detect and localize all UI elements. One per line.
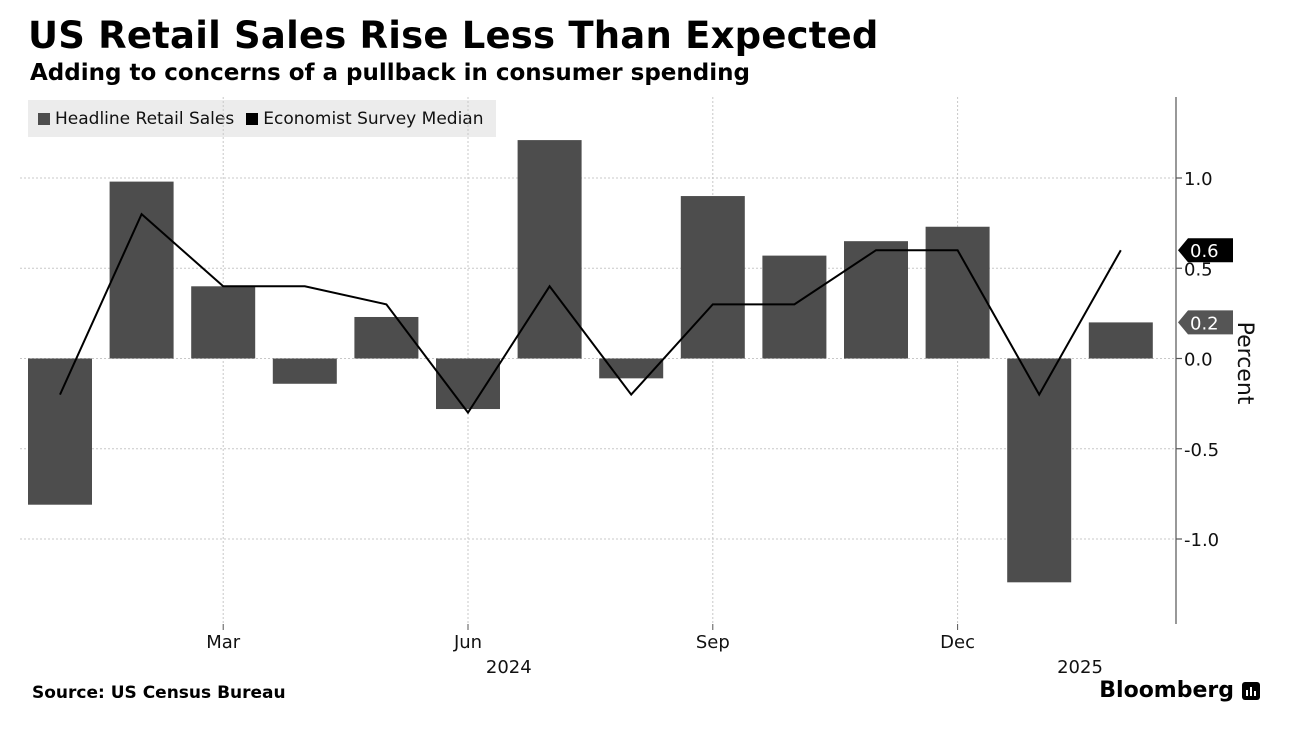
chart-title: US Retail Sales Rise Less Than Expected	[28, 14, 879, 57]
bar-headline-retail-sales	[1007, 358, 1072, 583]
chart-subtitle: Adding to concerns of a pullback in cons…	[30, 60, 750, 86]
legend-swatch-line	[246, 112, 259, 125]
x-year-label: 2025	[1057, 657, 1103, 678]
y-tick-label: 1.0	[1184, 169, 1213, 190]
x-tick-label: Mar	[206, 632, 241, 653]
y-tick-label: -0.5	[1184, 440, 1219, 461]
line-economist-survey-median	[59, 212, 1122, 415]
brand-name: Bloomberg	[1099, 678, 1234, 703]
legend-label: Economist Survey Median	[263, 108, 484, 129]
bloomberg-terminal-icon	[1242, 681, 1260, 700]
source-note: Source: US Census Bureau	[32, 683, 286, 703]
end-label-box	[1178, 310, 1233, 335]
y-tick-label: 0.5	[1184, 259, 1213, 280]
end-label-box	[1178, 238, 1233, 263]
bar-headline-retail-sales	[272, 358, 337, 384]
x-year-label: 2024	[486, 657, 532, 678]
bar-headline-retail-sales	[191, 286, 256, 359]
x-tick-label: Jun	[453, 632, 482, 653]
bar-headline-retail-sales	[680, 196, 745, 359]
y-tick-label: -1.0	[1184, 530, 1219, 551]
end-label-value: 0.6	[1190, 241, 1219, 262]
x-tick-label: Sep	[696, 632, 730, 653]
bar-headline-retail-sales	[109, 181, 174, 359]
brand-logo: Bloomberg	[1099, 678, 1260, 703]
legend-label: Headline Retail Sales	[55, 108, 235, 129]
x-tick-label: Dec	[940, 632, 975, 653]
end-label-value: 0.2	[1190, 313, 1219, 334]
legend-item-headline-retail-sales: Headline Retail Sales	[38, 109, 234, 129]
bar-headline-retail-sales	[844, 241, 908, 359]
bar-headline-retail-sales	[762, 255, 827, 359]
bar-headline-retail-sales	[354, 316, 419, 359]
bar-headline-retail-sales	[1088, 322, 1153, 359]
bar-headline-retail-sales	[925, 226, 990, 359]
legend-swatch-bar	[38, 112, 50, 125]
y-tick-label: 0.0	[1184, 350, 1213, 371]
bar-headline-retail-sales	[28, 358, 92, 505]
bar-headline-retail-sales	[517, 140, 582, 359]
chart-legend: Headline Retail Sales Economist Survey M…	[28, 100, 496, 137]
y-axis-title: Percent	[1232, 322, 1257, 405]
legend-item-economist-survey-median: Economist Survey Median	[246, 109, 483, 129]
